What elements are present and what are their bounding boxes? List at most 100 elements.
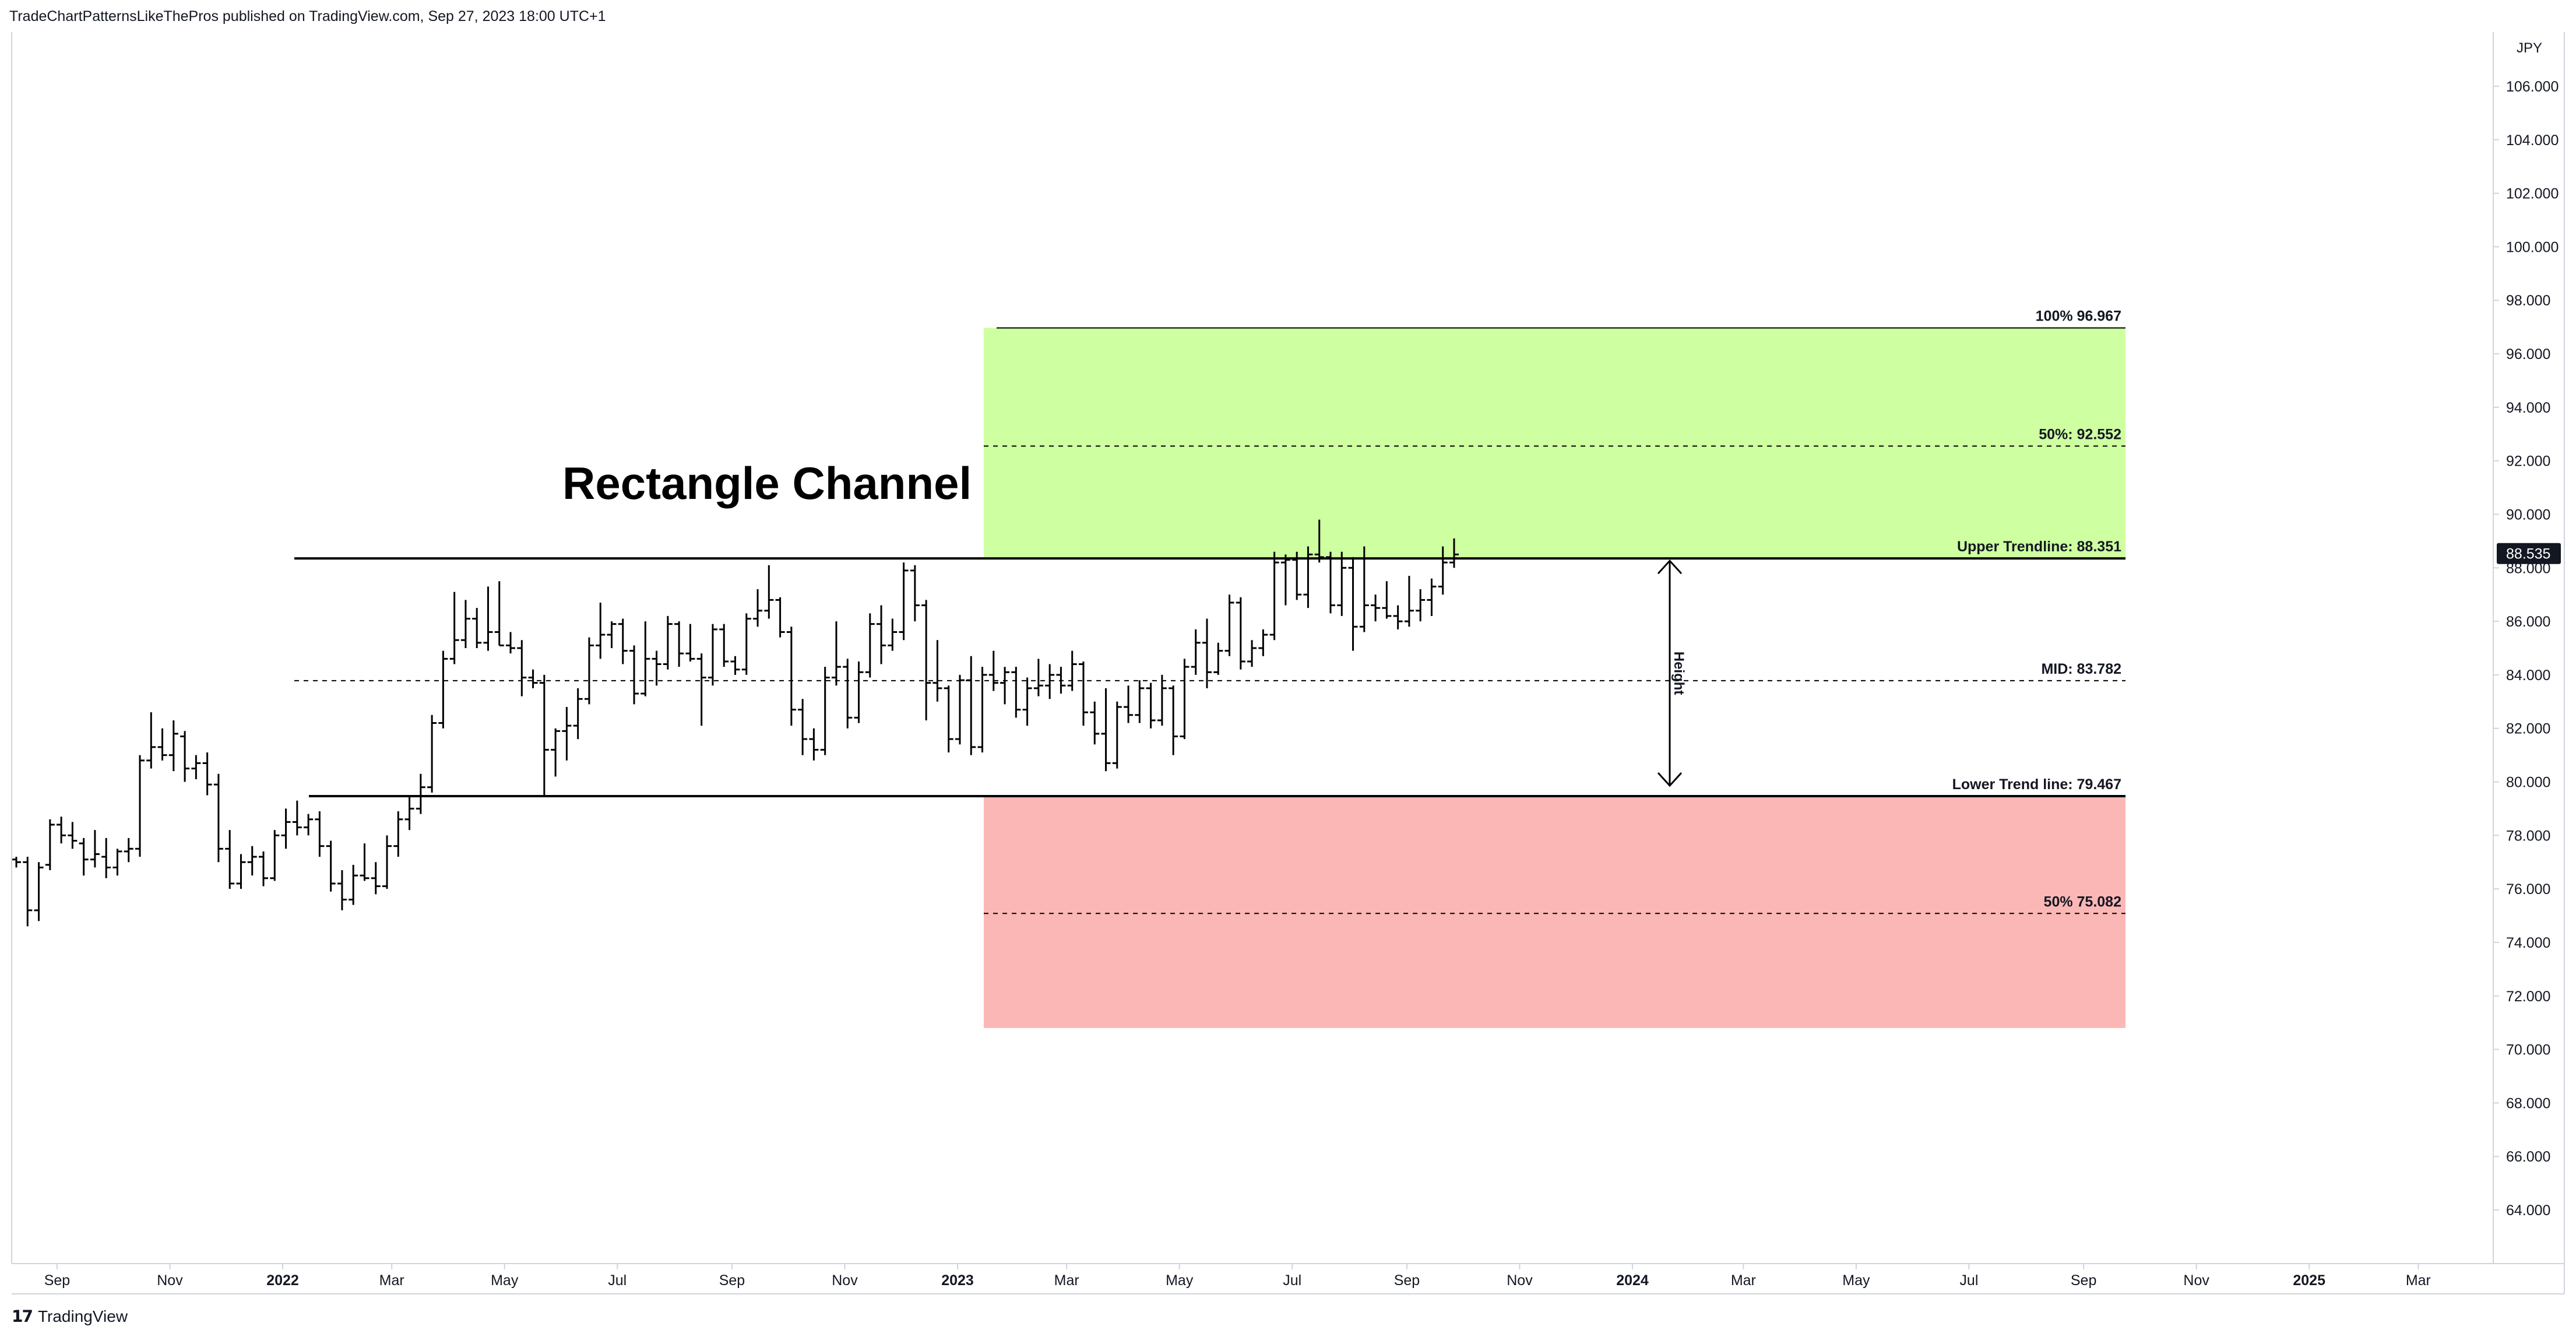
y-tick-label: 102.000 (2506, 186, 2559, 202)
tradingview-brand-name: TradingView (37, 1307, 128, 1325)
ohlc-bar (472, 608, 482, 648)
height-arrow-head-bottom (1657, 772, 1683, 787)
ohlc-bar (1101, 688, 1111, 772)
ohlc-bar (90, 830, 100, 868)
ohlc-bar (1067, 650, 1077, 691)
ohlc-bar (1314, 519, 1324, 563)
ohlc-bar (1045, 664, 1055, 699)
ohlc-bar (1022, 677, 1032, 726)
x-tick-label: Mar (1731, 1272, 1756, 1289)
ohlc-bar (1258, 629, 1268, 656)
ohlc-bar (1382, 581, 1392, 619)
ohlc-bar (34, 862, 44, 921)
ohlc-bar (292, 800, 302, 836)
ohlc-bar (68, 822, 78, 849)
level-label-4: Lower Trend line: 79.467 (1952, 776, 2121, 793)
ohlc-bar (528, 669, 538, 688)
tradingview-logo-icon: 𝟭𝟳 (12, 1307, 33, 1325)
ohlc-bar (921, 600, 931, 720)
ohlc-bar (786, 627, 796, 726)
y-tick-label: 86.000 (2506, 614, 2550, 630)
chart-title-group: Rectangle Channel (562, 458, 972, 509)
x-tick-label: 2022 (266, 1272, 299, 1289)
ohlc-bar (326, 840, 336, 892)
ohlc-bar (247, 846, 257, 876)
current-price-label: 88.535 (2506, 546, 2550, 562)
ohlc-bar (1427, 578, 1437, 616)
tradingview-brand[interactable]: 𝟭𝟳 TradingView (12, 1307, 128, 1326)
ohlc-bar (753, 589, 763, 627)
ohlc-bar (888, 618, 898, 651)
ohlc-bar (259, 851, 269, 886)
ohlc-bar (213, 773, 223, 863)
ohlc-bar (438, 650, 448, 729)
ohlc-bar (988, 650, 998, 691)
ohlc-bar (1404, 576, 1414, 627)
ohlc-bar (1078, 661, 1088, 726)
ohlc-bar (730, 656, 740, 675)
ohlc-bar (506, 632, 516, 654)
y-tick-label: 66.000 (2506, 1149, 2550, 1165)
ohlc-bar (1157, 674, 1167, 726)
ohlc-bar (820, 667, 830, 755)
ohlc-bar (1337, 551, 1347, 616)
ohlc-bar (944, 685, 953, 753)
ohlc-bar (1303, 546, 1313, 608)
height-label: Height (1671, 652, 1687, 695)
ohlc-bar (1359, 546, 1369, 632)
ohlc-bar (236, 854, 246, 889)
ohlc-bar (146, 712, 156, 769)
ohlc-bar (225, 830, 235, 889)
ohlc-bar (45, 819, 55, 871)
ohlc-bar (168, 720, 178, 772)
zone-target-down (984, 796, 2125, 1028)
ohlc-bar (281, 808, 291, 849)
ohlc-bar (191, 755, 201, 779)
ohlc-bar (57, 817, 66, 844)
ohlc-bar (932, 640, 942, 702)
ohlc-bar (157, 728, 167, 761)
target-zones (984, 328, 2125, 1028)
x-tick-label: Sep (2071, 1272, 2096, 1289)
ohlc-bar (483, 586, 493, 651)
x-tick-label: May (1842, 1272, 1870, 1289)
ohlc-bar (741, 613, 751, 675)
ohlc-bar (977, 667, 987, 753)
ohlc-bar (674, 621, 684, 667)
publish-attribution: TradeChartPatternsLikeThePros published … (9, 8, 606, 24)
ohlc-bar (899, 562, 909, 641)
ohlc-bar (349, 864, 358, 905)
y-tick-label: 84.000 (2506, 667, 2550, 684)
y-tick-label: 100.000 (2506, 239, 2559, 255)
x-tick-label: Jul (608, 1272, 627, 1289)
ohlc-bar (1056, 667, 1066, 694)
ohlc-bar (607, 621, 617, 648)
y-tick-label: 96.000 (2506, 346, 2550, 363)
x-tick-label: Nov (832, 1272, 858, 1289)
ohlc-bar (775, 597, 785, 638)
x-tick-label: 2023 (941, 1272, 974, 1289)
level-label-1: 50%: 92.552 (2039, 426, 2121, 442)
axes: JPY 106.000 104.000 102.000 100.000 98.000 96.… (11, 32, 2565, 1294)
ohlc-bar (1247, 640, 1257, 667)
y-tick-label: 64.000 (2506, 1202, 2550, 1219)
ohlc-bar (708, 624, 717, 686)
ohlc-bar (831, 621, 841, 686)
ohlc-bar (596, 602, 606, 659)
ohlc-bar (337, 870, 347, 910)
ohlc-bar (798, 699, 808, 755)
x-tick-label: Sep (719, 1272, 745, 1289)
height-arrow-head-top (1657, 559, 1683, 575)
y-tick-label: 72.000 (2506, 988, 2550, 1005)
ohlc-bar (539, 674, 549, 796)
ohlc-bar (1135, 680, 1145, 723)
ohlc-bar (663, 615, 673, 670)
ohlc-bar (719, 624, 729, 667)
ohlc-bar (1090, 701, 1100, 745)
x-tick-label: Nov (2183, 1272, 2209, 1289)
ohlc-bar (562, 706, 572, 761)
ohlc-bar (517, 640, 527, 696)
ohlc-bar (1280, 554, 1290, 606)
ohlc-bar (641, 621, 650, 696)
